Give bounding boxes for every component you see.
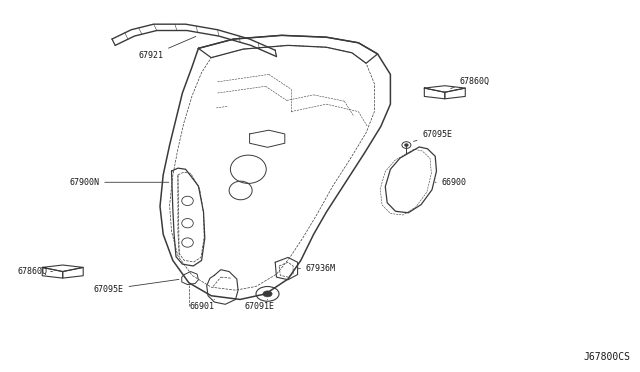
Text: 66901: 66901 — [189, 299, 215, 311]
Text: 67091E: 67091E — [244, 299, 274, 311]
Text: 66900: 66900 — [435, 178, 467, 187]
Text: 67936M: 67936M — [298, 264, 336, 273]
Text: 67860Q: 67860Q — [451, 77, 490, 89]
Ellipse shape — [404, 144, 408, 147]
Text: J67800CS: J67800CS — [584, 352, 630, 362]
Ellipse shape — [263, 291, 272, 297]
Text: 67921: 67921 — [138, 36, 196, 60]
Text: 67095E: 67095E — [413, 130, 452, 141]
Text: 67095E: 67095E — [93, 279, 179, 294]
Text: 67860Q: 67860Q — [18, 267, 52, 276]
Text: 67900N: 67900N — [69, 178, 169, 187]
